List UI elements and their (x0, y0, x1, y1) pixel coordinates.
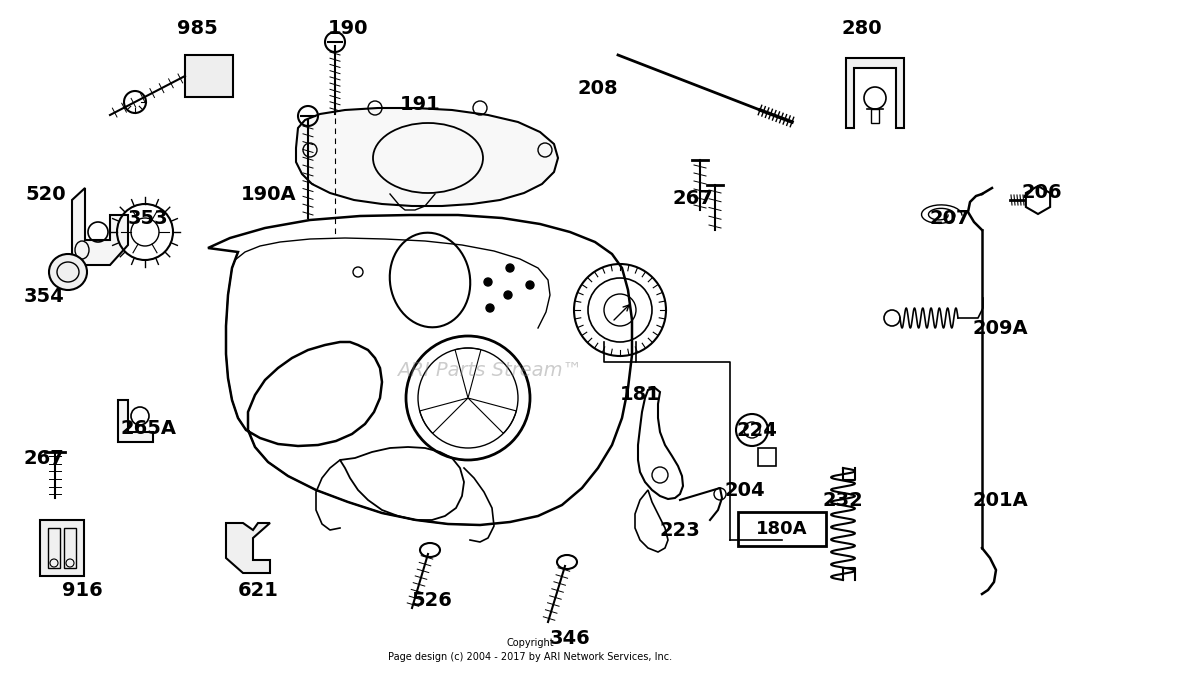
Text: 223: 223 (660, 521, 701, 540)
Bar (40, 520, 84, 576)
Text: 190A: 190A (241, 185, 297, 205)
Circle shape (486, 304, 494, 312)
Bar (185, 55, 232, 97)
Polygon shape (227, 523, 270, 573)
Bar (64, 528, 76, 568)
Polygon shape (846, 58, 904, 128)
Text: 265A: 265A (120, 419, 176, 438)
Text: 190: 190 (328, 18, 368, 38)
Ellipse shape (50, 254, 87, 290)
Circle shape (506, 264, 514, 272)
Bar (48, 528, 60, 568)
Text: 346: 346 (550, 629, 590, 648)
Text: 207: 207 (930, 209, 970, 228)
Text: 224: 224 (736, 421, 778, 440)
Polygon shape (296, 108, 558, 206)
Text: 354: 354 (24, 287, 65, 306)
Text: 232: 232 (822, 490, 864, 510)
Text: 916: 916 (61, 581, 103, 599)
Text: 191: 191 (400, 96, 440, 114)
Bar (758, 448, 776, 466)
Polygon shape (72, 188, 127, 265)
Circle shape (504, 291, 512, 299)
Text: 353: 353 (127, 209, 169, 228)
Text: 280: 280 (841, 18, 883, 38)
Text: 206: 206 (1022, 183, 1062, 202)
Text: ARI Parts Stream™: ARI Parts Stream™ (398, 360, 583, 380)
Bar (738, 512, 826, 546)
Bar (871, 109, 879, 123)
Text: Copyright
Page design (c) 2004 - 2017 by ARI Network Services, Inc.: Copyright Page design (c) 2004 - 2017 by… (388, 638, 673, 662)
Text: 520: 520 (26, 185, 66, 205)
Text: 180A: 180A (756, 520, 808, 538)
Text: 201A: 201A (972, 490, 1028, 510)
Text: 621: 621 (237, 581, 278, 599)
Text: 181: 181 (620, 386, 661, 404)
Text: 204: 204 (725, 480, 766, 499)
Text: 267: 267 (24, 449, 65, 467)
Circle shape (484, 278, 492, 286)
Text: 267: 267 (673, 189, 714, 207)
Text: 985: 985 (177, 18, 217, 38)
Text: 526: 526 (412, 590, 452, 609)
Text: 209A: 209A (972, 319, 1028, 337)
Polygon shape (118, 400, 153, 442)
Circle shape (526, 281, 535, 289)
Text: 208: 208 (578, 79, 618, 98)
